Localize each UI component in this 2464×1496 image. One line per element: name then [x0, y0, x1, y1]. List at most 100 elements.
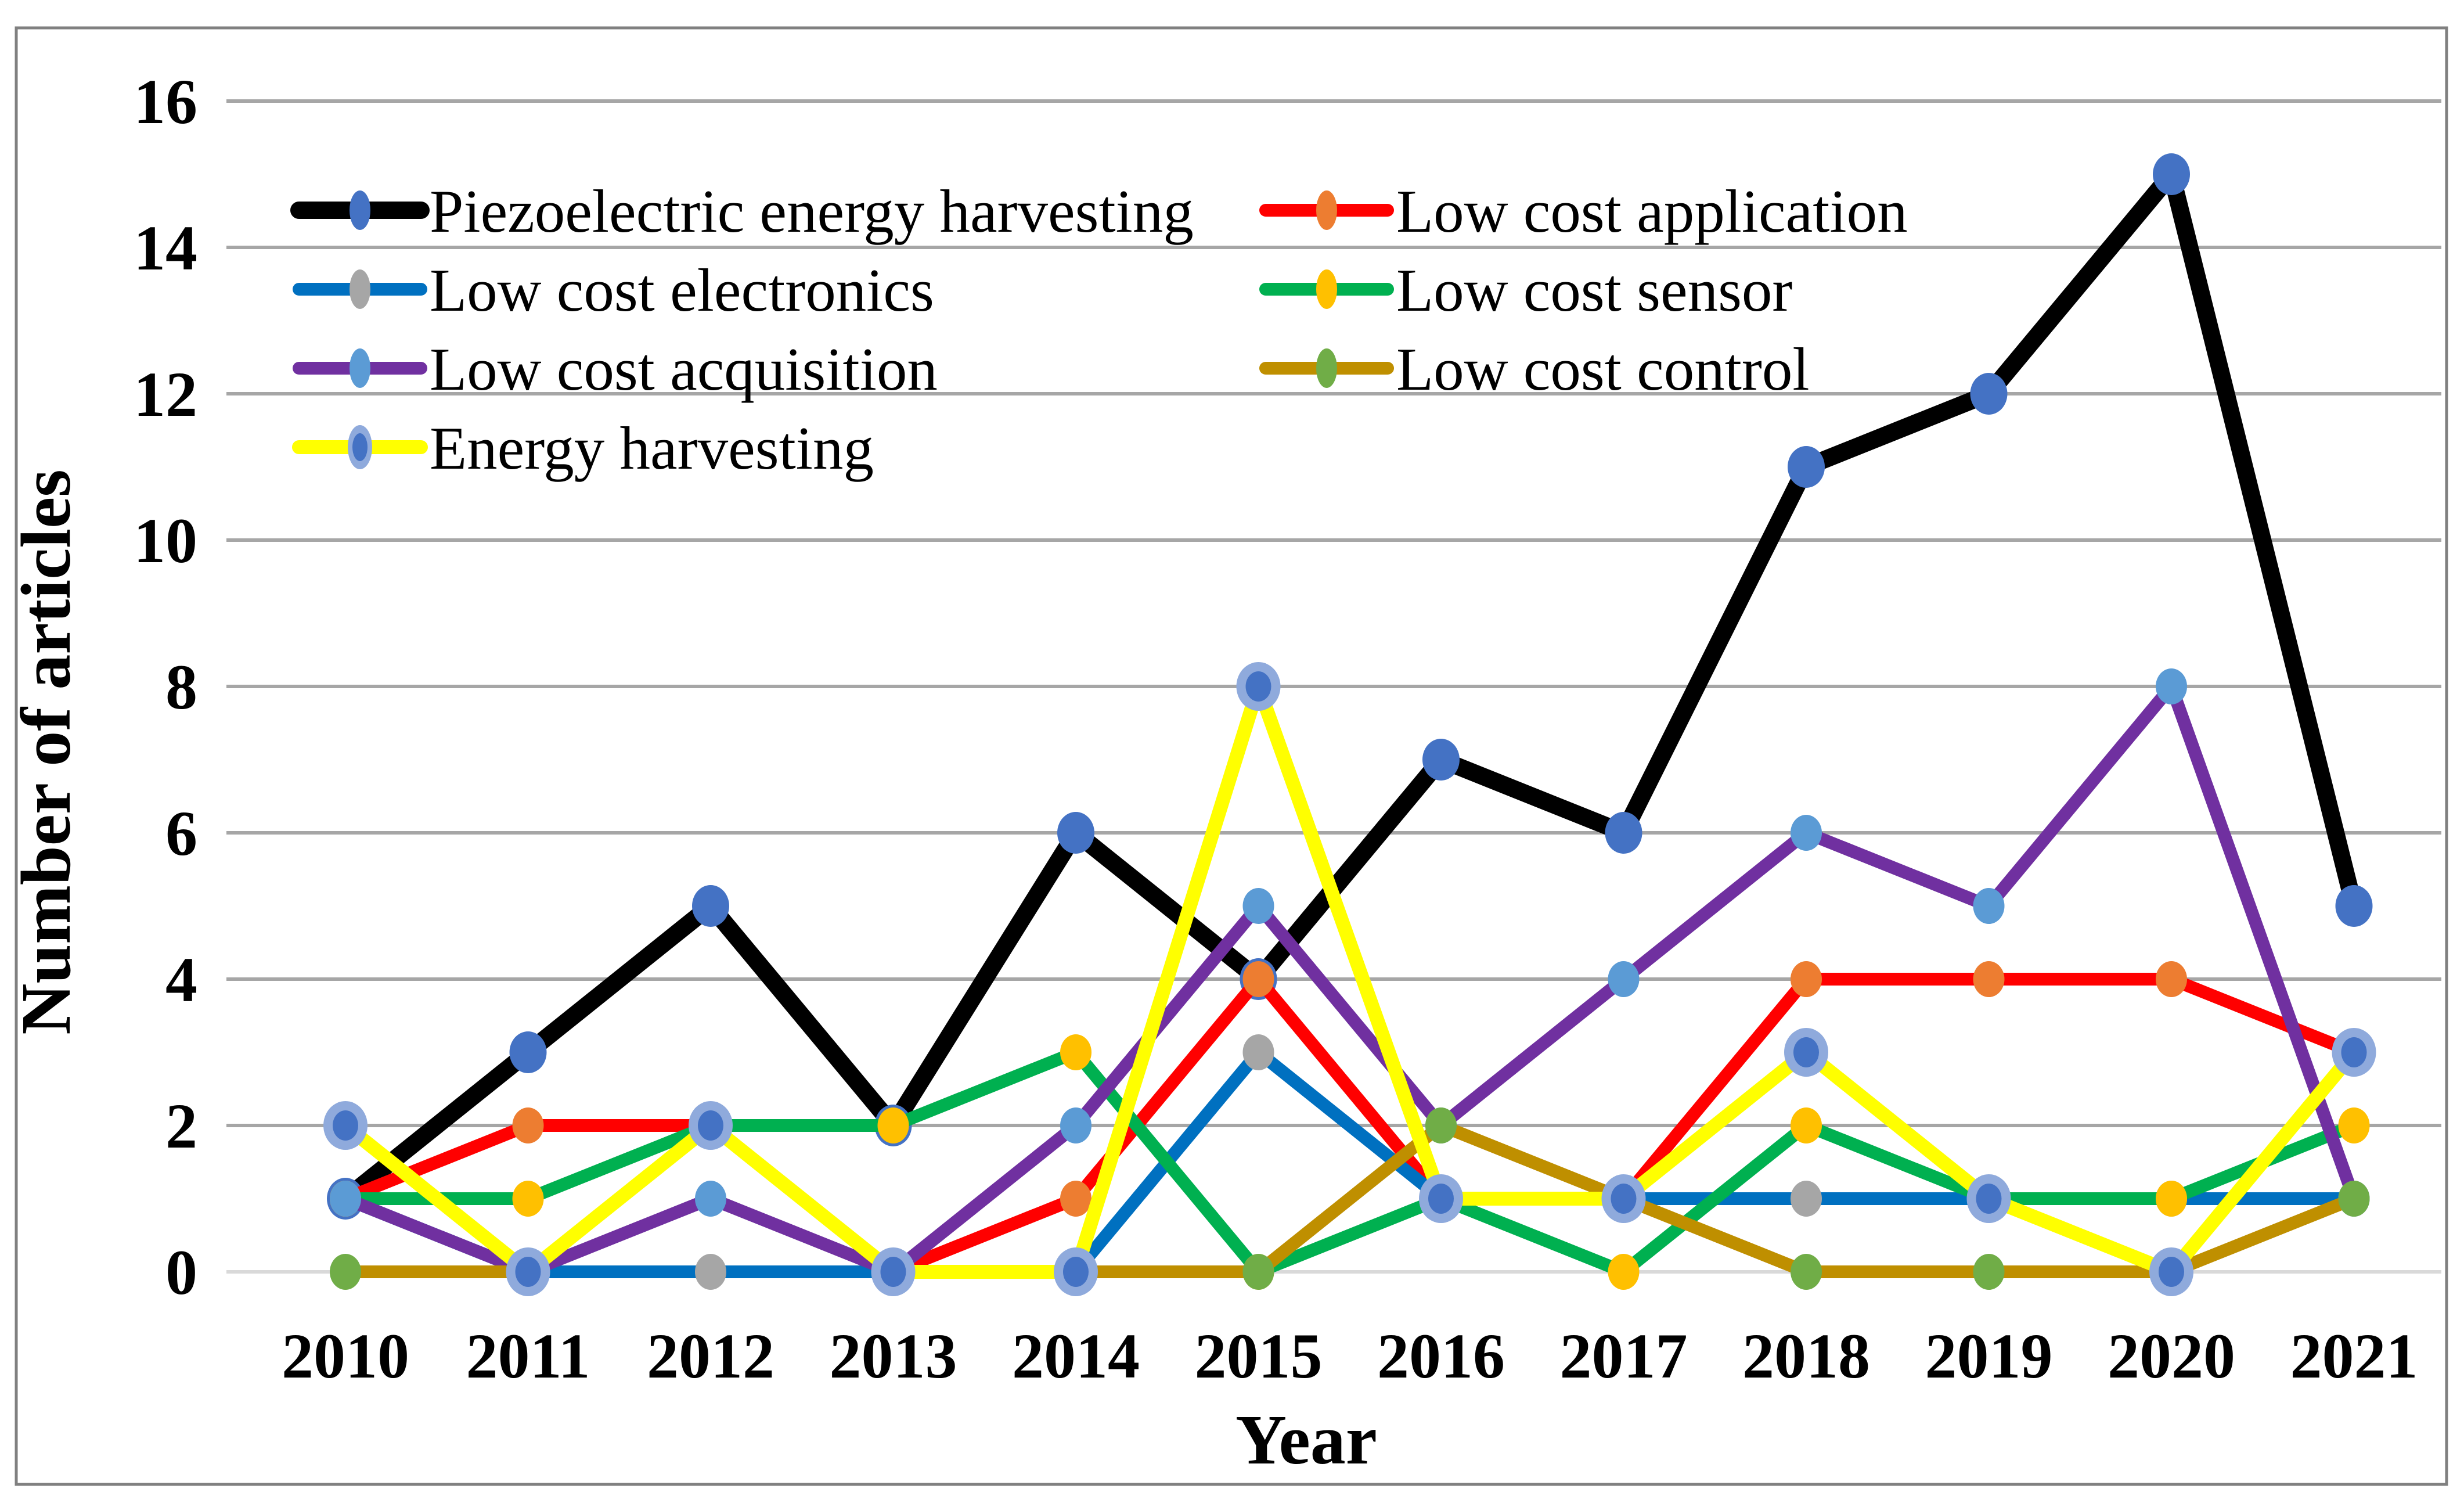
series-Energy harvesting [323, 662, 2376, 1296]
legend-label-Low cost acquisition: Low cost acquisition [430, 335, 938, 403]
legend-item-Low cost sensor: Low cost sensor [1259, 256, 1792, 324]
marker-Low cost acquisition [1060, 1107, 1091, 1143]
marker-Energy harvesting [1428, 1184, 1454, 1214]
marker-Energy harvesting [2159, 1257, 2184, 1287]
legend-item-Low cost acquisition: Low cost acquisition [293, 335, 938, 403]
line-Low cost acquisition [339, 680, 2361, 1278]
marker-Low cost sensor [1060, 1034, 1091, 1070]
x-tick-label-2012: 2012 [647, 1321, 774, 1391]
legend-marker-Energy harvesting [352, 433, 368, 461]
legend-item-Low cost application: Low cost application [1259, 177, 1908, 245]
marker-Low cost control [1791, 1254, 1822, 1290]
legend-item-Energy harvesting: Energy harvesting [292, 414, 874, 482]
y-tick-label-10: 10 [134, 505, 197, 576]
y-tick-label-2: 2 [165, 1091, 197, 1161]
x-tick-label-2020: 2020 [2108, 1321, 2235, 1391]
legend: Piezoelectric energy harvesting Low cost … [290, 177, 1908, 482]
y-tick-label-14: 14 [134, 213, 197, 283]
line-Low cost application [339, 973, 2361, 1278]
marker-Low cost application [1791, 961, 1822, 997]
legend-label-Piezoelectric energy harvesting: Piezoelectric energy harvesting [430, 177, 1194, 245]
marker-Energy harvesting [1611, 1184, 1637, 1214]
legend-marker-Low cost application [1316, 190, 1337, 230]
marker-Piezoelectric energy harvesting [509, 1031, 547, 1073]
series-lines-and-markers [323, 153, 2376, 1296]
marker-Low cost sensor [1608, 1254, 1640, 1290]
marker-Low cost electronics [695, 1254, 726, 1290]
chart-border [15, 26, 2448, 1486]
marker-Low cost electronics [1242, 1034, 1274, 1070]
marker-Low cost application [1242, 961, 1274, 997]
x-tick-label-2015: 2015 [1195, 1321, 1323, 1391]
marker-Low cost sensor [2156, 1181, 2187, 1217]
marker-Energy harvesting [698, 1110, 723, 1141]
x-tick-label-2019: 2019 [1925, 1321, 2053, 1391]
y-tick-label-16: 16 [134, 66, 197, 137]
marker-Low cost control [1973, 1254, 2005, 1290]
marker-Low cost application [1973, 961, 2005, 997]
marker-Piezoelectric energy harvesting [2153, 153, 2190, 195]
y-axis-tick-labels: 0 2 4 6 8 10 12 14 16 [134, 66, 197, 1308]
marker-Piezoelectric energy harvesting [1057, 812, 1094, 854]
marker-Low cost application [512, 1107, 544, 1143]
line-Low cost sensor [339, 1046, 2361, 1278]
marker-Energy harvesting [1245, 671, 1271, 702]
y-tick-label-0: 0 [165, 1237, 197, 1308]
marker-Piezoelectric energy harvesting [1970, 373, 2008, 415]
marker-Piezoelectric energy harvesting [2335, 885, 2373, 927]
legend-marker-Low cost sensor [1316, 269, 1337, 309]
marker-Low cost control [2338, 1181, 2370, 1217]
marker-Energy harvesting [1063, 1257, 1089, 1287]
legend-item-Low cost electronics: Low cost electronics [293, 256, 934, 324]
x-tick-label-2016: 2016 [1377, 1321, 1505, 1391]
y-tick-label-4: 4 [165, 944, 197, 1015]
legend-label-Low cost electronics: Low cost electronics [430, 256, 934, 324]
marker-Energy harvesting [880, 1257, 906, 1287]
marker-Low cost control [1425, 1107, 1457, 1143]
marker-Low cost sensor [1791, 1107, 1822, 1143]
legend-marker-Low cost control [1316, 348, 1337, 388]
legend-label-Low cost application: Low cost application [1396, 177, 1908, 245]
marker-Low cost acquisition [1791, 815, 1822, 851]
legend-marker-Low cost acquisition [350, 348, 370, 388]
x-tick-label-2017: 2017 [1560, 1321, 1688, 1391]
line-Piezoelectric energy harvesting [337, 166, 2363, 1207]
y-tick-label-12: 12 [134, 359, 197, 430]
marker-Piezoelectric energy harvesting [692, 885, 729, 927]
marker-Low cost acquisition [1608, 961, 1640, 997]
x-tick-label-2021: 2021 [2290, 1321, 2418, 1391]
marker-Low cost sensor [512, 1181, 544, 1217]
x-tick-label-2013: 2013 [830, 1321, 957, 1391]
marker-Energy harvesting [333, 1110, 358, 1141]
marker-Energy harvesting [1793, 1037, 1819, 1067]
marker-Low cost sensor [2338, 1107, 2370, 1143]
x-tick-label-2014: 2014 [1012, 1321, 1140, 1391]
legend-marker-Piezoelectric energy harvesting [350, 190, 370, 230]
marker-Low cost sensor [877, 1107, 909, 1143]
line-Energy harvesting [338, 679, 2361, 1279]
x-tick-label-2011: 2011 [466, 1321, 590, 1391]
x-axis-tick-labels: 2010 2011 2012 2013 2014 2015 2016 2017 2018 2019… [282, 1321, 2418, 1391]
marker-Low cost control [1242, 1254, 1274, 1290]
legend-marker-Low cost electronics [350, 269, 370, 309]
marker-Low cost control [330, 1254, 361, 1290]
series-Low cost sensor [330, 1034, 2370, 1290]
marker-Low cost electronics [1791, 1181, 1822, 1217]
marker-Low cost acquisition [1242, 888, 1274, 924]
y-tick-label-6: 6 [165, 798, 197, 869]
legend-item-Piezoelectric energy harvesting: Piezoelectric energy harvesting [290, 177, 1194, 245]
marker-Low cost acquisition [330, 1181, 361, 1217]
y-tick-label-8: 8 [165, 652, 197, 722]
marker-Energy harvesting [1976, 1184, 2002, 1214]
marker-Piezoelectric energy harvesting [1788, 446, 1825, 488]
marker-Low cost acquisition [1973, 888, 2005, 924]
legend-label-Energy harvesting: Energy harvesting [430, 414, 874, 482]
x-axis-title: Year [1235, 1401, 1377, 1479]
marker-Low cost application [1060, 1181, 1091, 1217]
x-tick-label-2018: 2018 [1742, 1321, 1870, 1391]
legend-label-Low cost sensor: Low cost sensor [1396, 256, 1792, 324]
y-axis-title: Number of articles [7, 469, 85, 1035]
marker-Low cost application [2156, 961, 2187, 997]
